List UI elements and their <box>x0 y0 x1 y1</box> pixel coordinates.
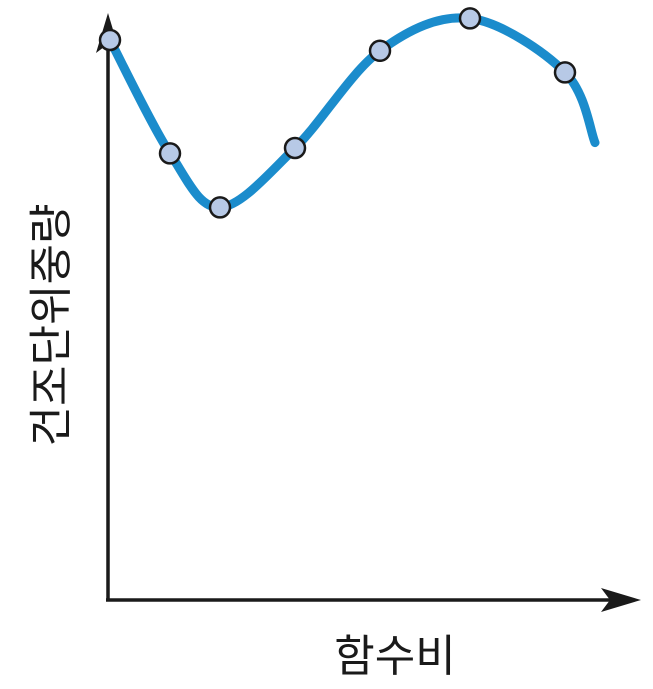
data-point-5 <box>368 39 392 63</box>
x-axis-label: 함수비 <box>334 631 455 682</box>
data-point-6 <box>458 7 482 30</box>
data-point-2 <box>158 142 182 165</box>
data-point-3 <box>208 196 232 219</box>
x-axis <box>106 588 641 612</box>
data-point-1 <box>98 28 122 52</box>
y-axis-label: 건조단위중량 <box>26 204 77 447</box>
series-curve <box>105 13 600 212</box>
data-point-4 <box>283 136 307 160</box>
x-axis-arrow-icon <box>601 588 641 612</box>
data-point-7 <box>553 61 577 84</box>
y-axis <box>96 13 120 600</box>
data-points <box>98 7 577 219</box>
